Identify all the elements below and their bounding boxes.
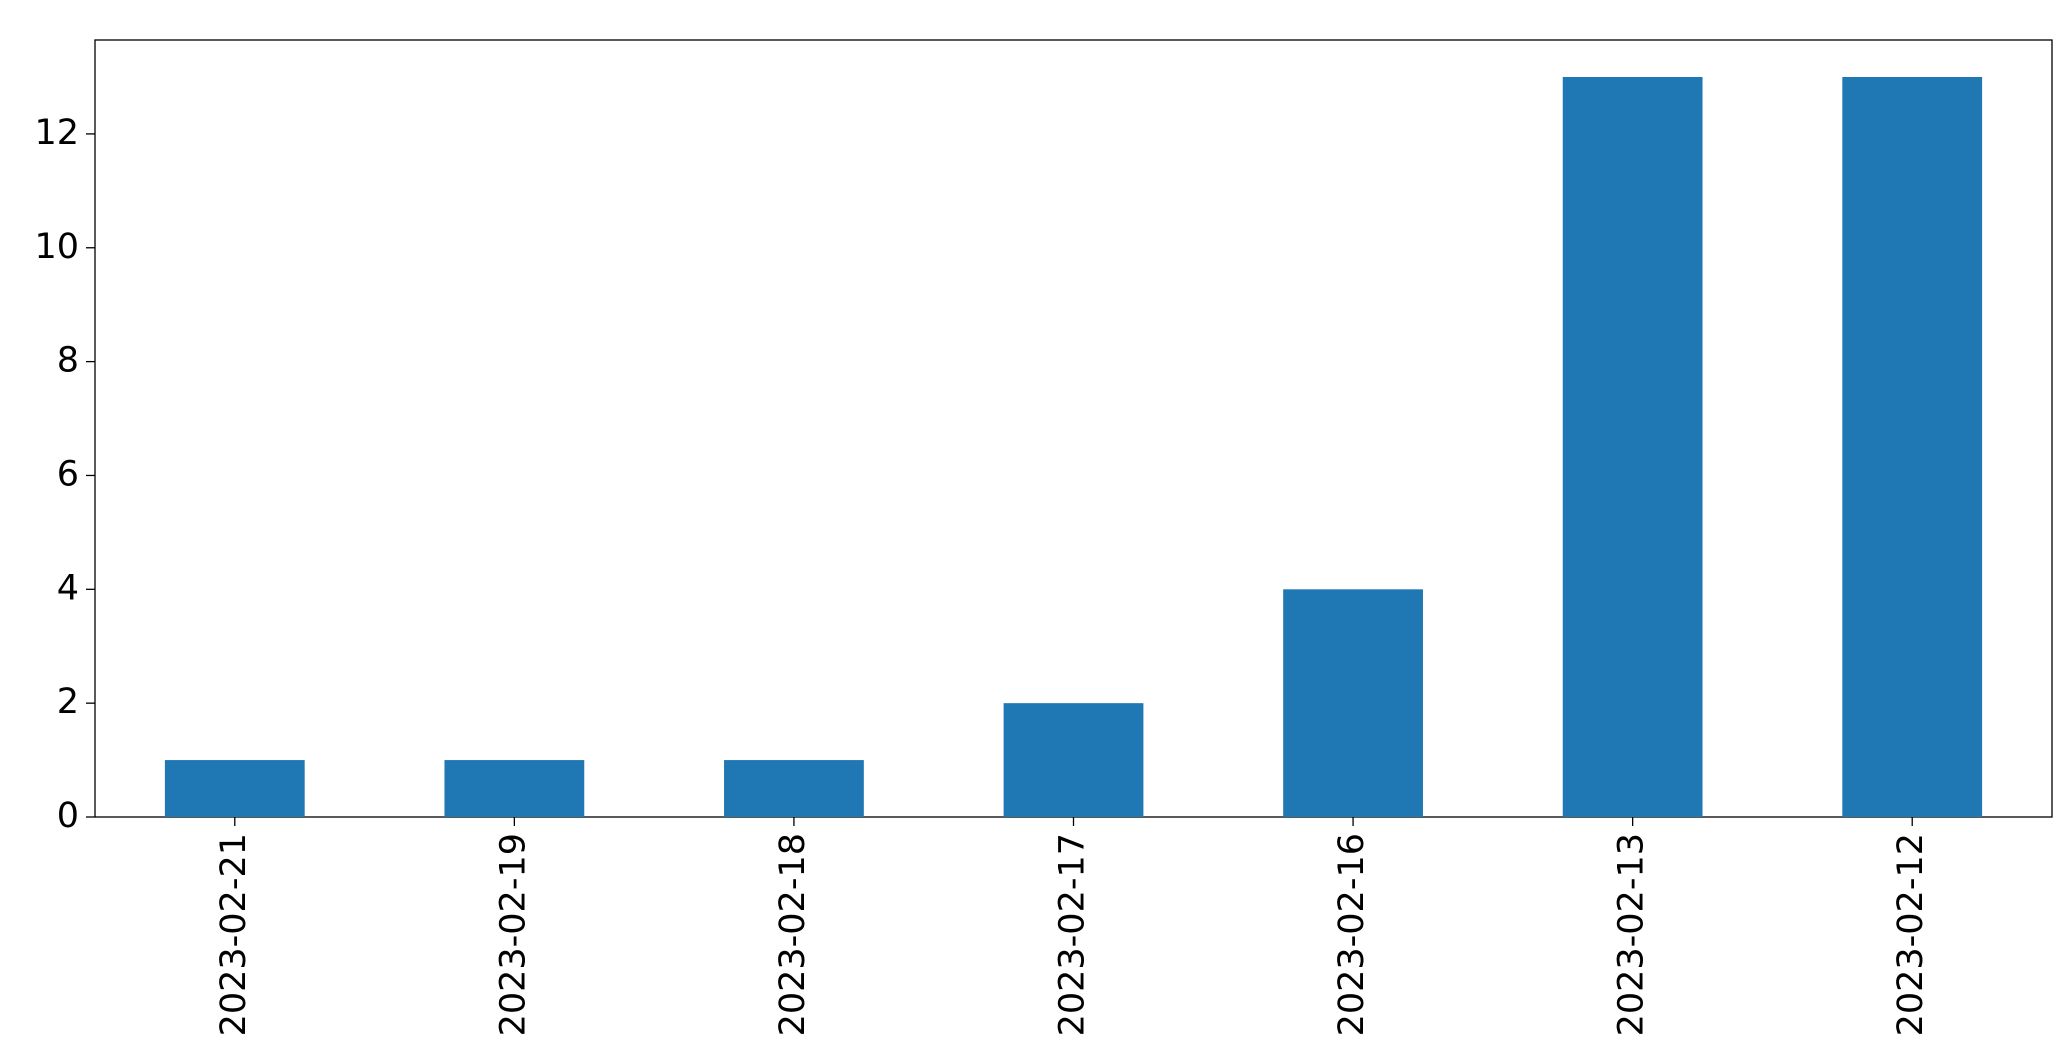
bar	[724, 760, 864, 817]
bar	[164, 760, 305, 817]
y-tick-label: 10	[34, 227, 79, 267]
bar	[1842, 77, 1983, 817]
bar	[1562, 77, 1703, 817]
bar	[444, 760, 585, 817]
x-tick-label: 2023-02-18	[773, 833, 813, 1036]
y-tick-label: 2	[57, 682, 79, 722]
x-tick-label: 2023-02-19	[493, 833, 533, 1036]
plot-frame	[94, 39, 2053, 818]
x-tick-label: 2023-02-16	[1332, 833, 1372, 1036]
y-tick-label: 6	[57, 454, 79, 494]
x-tick-label: 2023-02-21	[214, 833, 254, 1036]
y-tick-label: 8	[57, 341, 79, 381]
bar	[1283, 589, 1423, 817]
y-tick-label: 4	[57, 568, 79, 608]
x-tick-label: 2023-02-13	[1612, 833, 1652, 1036]
bar	[1003, 703, 1144, 817]
x-tick-label: 2023-02-12	[1891, 833, 1931, 1036]
y-tick-label: 0	[57, 796, 79, 836]
x-tick-label: 2023-02-17	[1053, 833, 1093, 1036]
y-tick-label: 12	[34, 113, 79, 153]
